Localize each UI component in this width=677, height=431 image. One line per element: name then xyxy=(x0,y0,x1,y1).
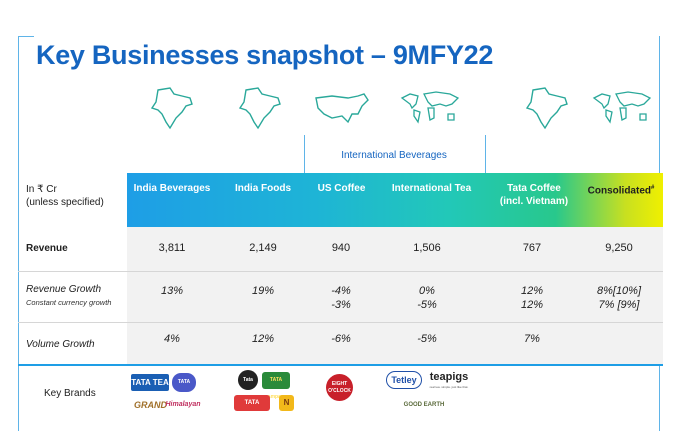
volume-growth-tata-coffee: 7% xyxy=(524,333,540,345)
tetley-logo: Tetley xyxy=(386,371,422,389)
eight-oclock-logo: EIGHT O'CLOCK xyxy=(326,374,353,401)
volume-growth-india-beverages: 4% xyxy=(164,333,180,345)
volume-growth-india-foods: 12% xyxy=(251,333,275,345)
col-header-india-foods: India Foods xyxy=(234,183,292,194)
tata-gluco-logo: TATA GLUCO+ xyxy=(172,373,196,404)
volume-growth-label: Volume Growth xyxy=(26,339,95,350)
world-map-icon xyxy=(400,84,460,134)
india-map-icon xyxy=(515,84,575,134)
revenue-international-tea: 1,506 xyxy=(413,242,441,254)
good-earth-logo: GOOD EARTH xyxy=(403,402,445,408)
tata-salt-logo: Tata Salt xyxy=(238,370,258,403)
india-map-icon xyxy=(140,84,200,134)
nourish-logo: N xyxy=(279,395,294,411)
revenue-growth-us-coffee: -4% -3% xyxy=(331,285,351,311)
world-map-icon xyxy=(592,84,652,134)
frame-top-border xyxy=(18,36,34,37)
international-beverages-bracket xyxy=(304,135,486,173)
teapigs-tagline: real tea. simple. just like that. xyxy=(429,385,469,389)
revenue-growth-india-beverages: 13% xyxy=(160,285,184,297)
revenue-tata-coffee: 767 xyxy=(522,242,542,254)
himalayan-logo: Himalayan xyxy=(165,401,201,408)
volume-growth-us-coffee: -6% xyxy=(331,333,351,345)
col-header-consolidated: Consolidated# xyxy=(587,185,655,197)
revenue-growth-label: Revenue Growth xyxy=(26,284,102,295)
international-beverages-label: International Beverages xyxy=(341,150,447,161)
revenue-growth-consolidated: 8%[10%] 7% [9%] xyxy=(596,285,642,311)
revenue-consolidated: 9,250 xyxy=(605,242,633,254)
row-divider xyxy=(18,271,663,272)
slide-title: Key Businesses snapshot – 9MFY22 xyxy=(36,40,494,70)
col-header-india-beverages: India Beverages xyxy=(133,183,211,194)
volume-growth-international-tea: -5% xyxy=(417,333,437,345)
col-header-us-coffee: US Coffee xyxy=(317,183,366,194)
tata-tea-logo: TATA TEA xyxy=(131,374,169,391)
india-map-icon xyxy=(228,84,288,134)
tata-soulfull-logo: TATA SOULFULL xyxy=(234,395,270,422)
units-label: In ₹ Cr (unless specified) xyxy=(26,184,104,208)
volume-growth-row-bg xyxy=(127,323,663,364)
usa-map-icon xyxy=(312,84,372,134)
row-divider xyxy=(18,322,663,323)
revenue-growth-row-bg xyxy=(127,272,663,322)
revenue-label: Revenue xyxy=(26,243,68,254)
tata-sampann-logo: TATA sampann xyxy=(262,372,290,400)
revenue-growth-international-tea: 0% -5% xyxy=(417,285,437,311)
frame-left-border xyxy=(18,36,19,431)
revenue-india-beverages: 3,811 xyxy=(158,242,186,254)
revenue-row-bg xyxy=(127,227,663,271)
table-header-bar xyxy=(127,173,663,227)
col-header-international-tea: International Tea xyxy=(391,183,472,194)
revenue-growth-india-foods: 19% xyxy=(251,285,275,297)
key-brands-label: Key Brands xyxy=(44,388,96,399)
brands-divider xyxy=(18,364,663,366)
teapigs-logo: teapigs xyxy=(429,371,469,383)
revenue-growth-tata-coffee: 12% 12% xyxy=(520,285,544,311)
revenue-india-foods: 2,149 xyxy=(249,242,277,254)
col-header-tata-coffee: Tata Coffee (incl. Vietnam) xyxy=(499,183,569,207)
revenue-us-coffee: 940 xyxy=(331,242,351,254)
grand-logo: GRAND xyxy=(134,400,167,410)
constant-currency-label: Constant currency growth xyxy=(26,298,112,307)
